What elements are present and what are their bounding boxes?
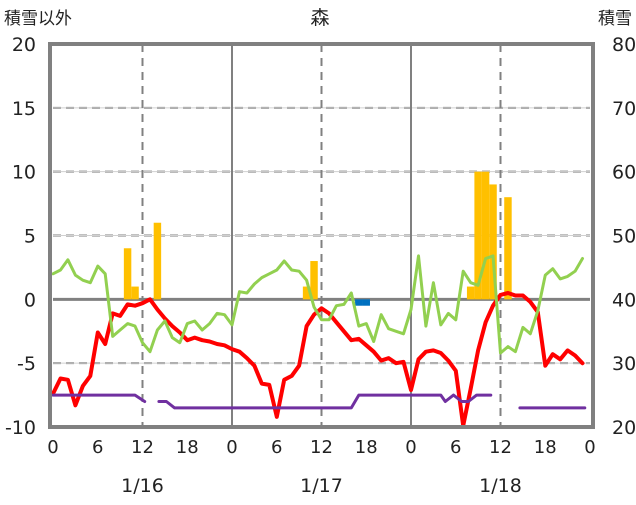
orange-bar bbox=[310, 261, 318, 300]
date-label: 1/18 bbox=[479, 475, 522, 497]
date-label: 1/17 bbox=[300, 475, 343, 497]
x-tick: 0 bbox=[405, 437, 416, 458]
date-labels: 1/16 1/17 1/18 bbox=[121, 475, 522, 497]
x-tick: 12 bbox=[310, 437, 333, 458]
orange-bar bbox=[489, 184, 497, 300]
right-y-tick: 30 bbox=[612, 353, 636, 375]
right-y-tick: 50 bbox=[612, 226, 636, 248]
x-tick: 0 bbox=[584, 437, 595, 458]
x-tick: 18 bbox=[176, 437, 199, 458]
plot-frame bbox=[48, 42, 595, 429]
right-axis-label: 積雪 bbox=[598, 9, 632, 29]
x-tick: 18 bbox=[355, 437, 378, 458]
left-y-tick: 0 bbox=[24, 289, 36, 311]
left-y-tick: 15 bbox=[12, 98, 36, 120]
x-ticks: 0 6 12 18 0 6 12 18 0 6 12 18 0 bbox=[47, 437, 595, 458]
orange-bar bbox=[466, 286, 475, 300]
x-tick: 6 bbox=[271, 437, 282, 458]
x-tick: 6 bbox=[450, 437, 461, 458]
orange-bar bbox=[504, 197, 512, 300]
chart-title: 森 bbox=[310, 7, 329, 29]
left-y-tick: 5 bbox=[24, 226, 36, 248]
left-y-tick: -5 bbox=[17, 353, 36, 375]
right-y-tick: 70 bbox=[612, 98, 636, 120]
plot-border bbox=[48, 42, 595, 429]
right-y-tick: 20 bbox=[612, 417, 636, 439]
lines bbox=[51, 254, 587, 428]
orange-bar bbox=[481, 171, 490, 300]
left-y-tick: -10 bbox=[5, 417, 36, 439]
left-y-ticks: 20 15 10 5 0 -5 -10 bbox=[5, 34, 36, 439]
x-tick: 0 bbox=[47, 437, 58, 458]
x-tick: 0 bbox=[226, 437, 237, 458]
left-y-tick: 20 bbox=[12, 34, 36, 56]
date-label: 1/16 bbox=[121, 475, 164, 497]
right-y-tick: 80 bbox=[612, 34, 636, 56]
grid bbox=[53, 44, 590, 427]
bars bbox=[123, 171, 512, 306]
right-y-tick: 60 bbox=[612, 162, 636, 184]
orange-bar bbox=[131, 286, 139, 300]
left-axis-label: 積雪以外 bbox=[4, 9, 72, 29]
x-tick: 12 bbox=[131, 437, 154, 458]
orange-bar bbox=[474, 171, 482, 300]
orange-bar bbox=[123, 248, 132, 300]
x-tick: 18 bbox=[534, 437, 557, 458]
green-series-line bbox=[51, 254, 584, 355]
orange-bar bbox=[153, 222, 162, 300]
right-y-ticks: 80 70 60 50 40 30 20 bbox=[612, 34, 636, 439]
blue-bar bbox=[362, 299, 370, 306]
left-y-tick: 10 bbox=[12, 162, 36, 184]
blue-bar bbox=[355, 299, 363, 306]
x-tick: 12 bbox=[489, 437, 512, 458]
x-tick: 6 bbox=[92, 437, 103, 458]
orange-bar bbox=[302, 286, 311, 300]
purple-series-line bbox=[51, 393, 587, 410]
right-y-tick: 40 bbox=[612, 289, 636, 311]
